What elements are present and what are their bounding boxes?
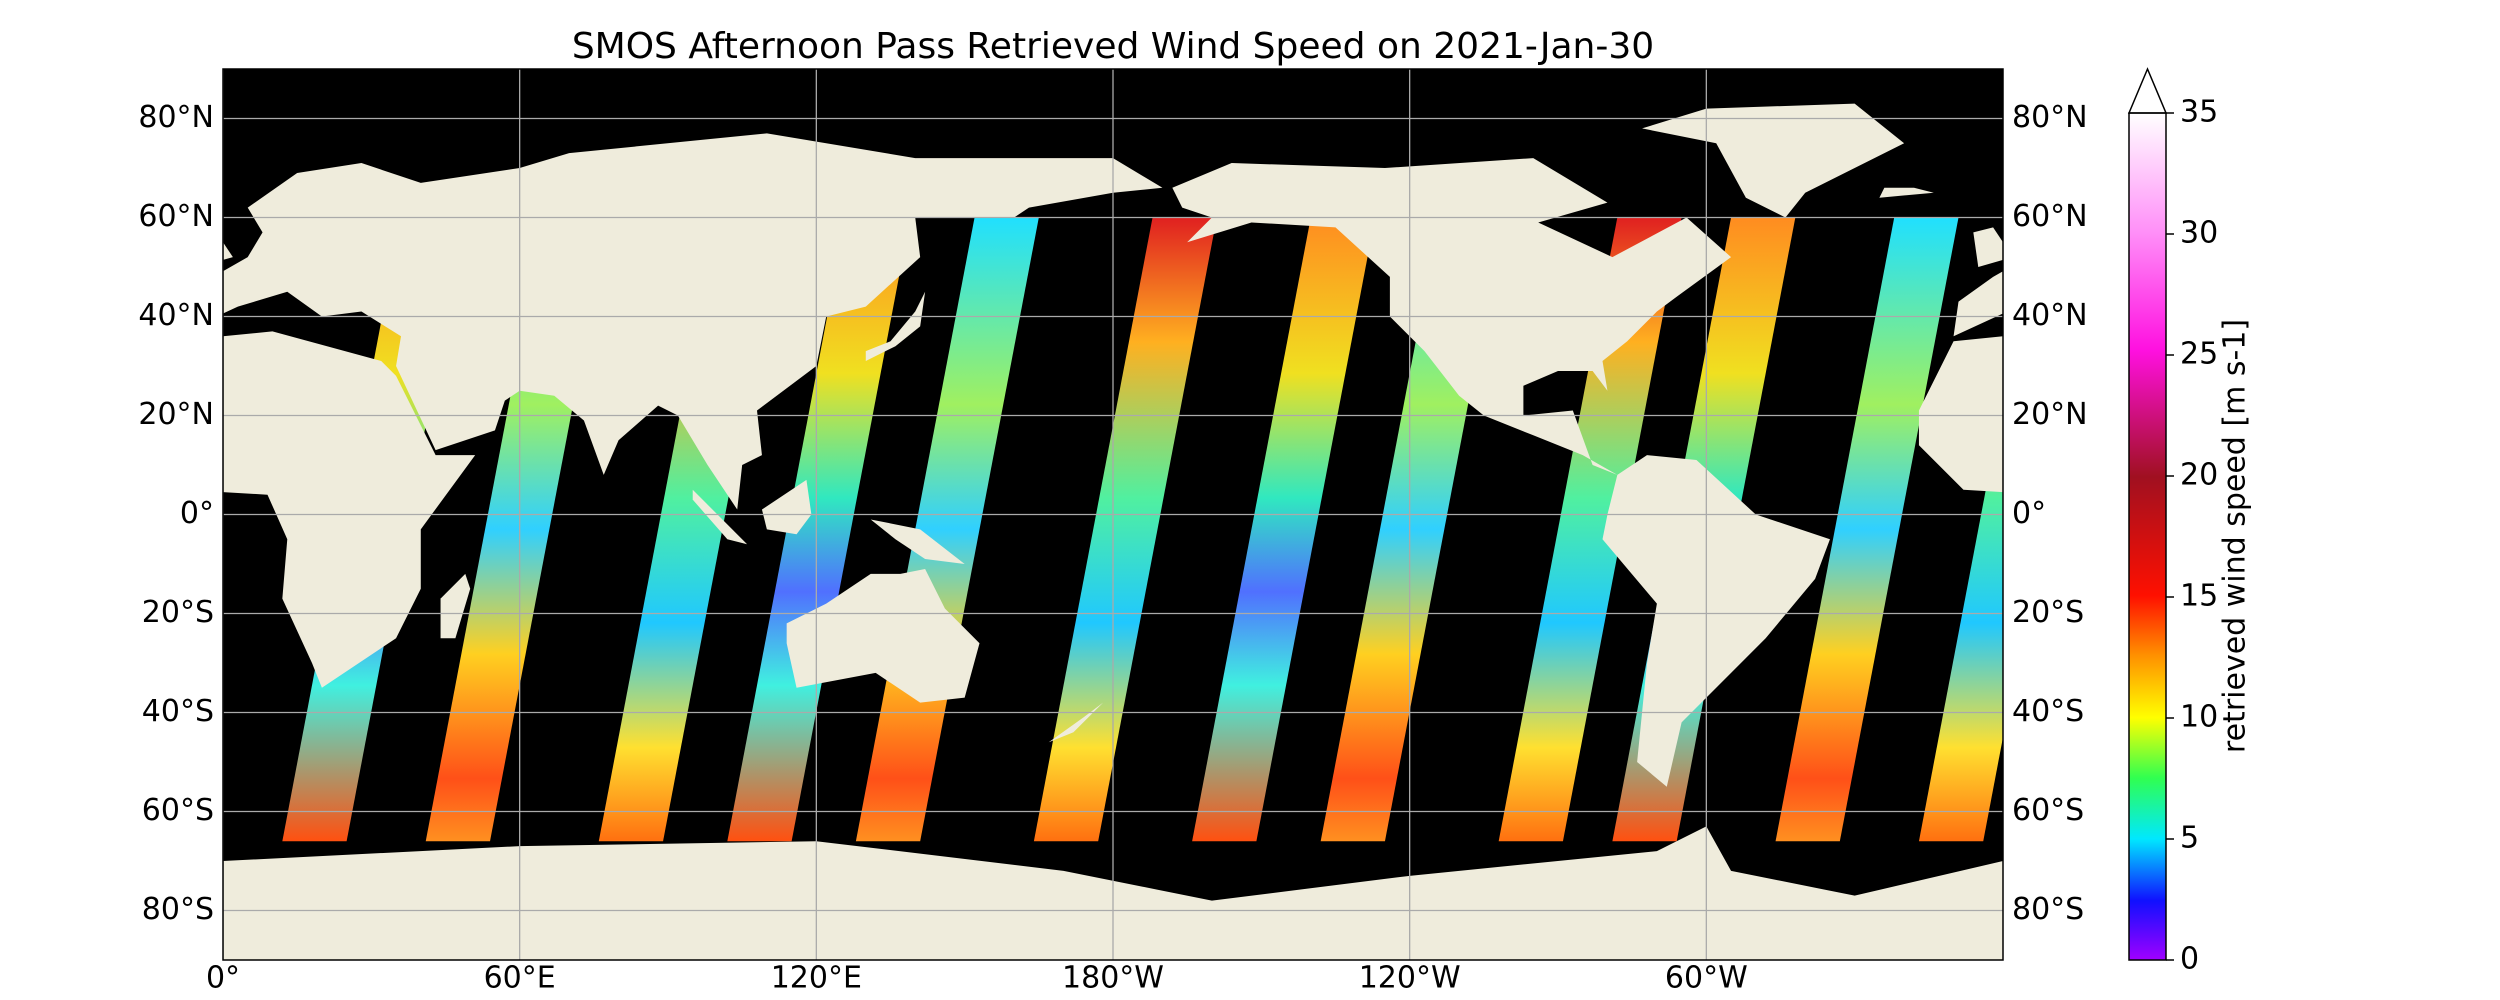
land-mass: [99, 188, 153, 198]
land-mass: [761, 479, 812, 535]
map-frame: [222, 68, 2004, 961]
y-tick-label: 80°N: [138, 100, 214, 135]
y-tick-label-right: 60°S: [2012, 793, 2084, 828]
x-tick-label: 120°E: [771, 961, 862, 996]
swath: [1775, 217, 1959, 842]
colorbar-tick-label: 35: [2180, 95, 2218, 130]
y-tick-label: 80°S: [142, 892, 214, 927]
colorbar-tick-label: 5: [2180, 821, 2199, 856]
colorbar-tick-label: 30: [2180, 216, 2218, 251]
colorbar: [2129, 113, 2166, 960]
map: [0, 69, 2500, 960]
grid: [223, 69, 2003, 960]
land-mass: [0, 104, 124, 218]
colorbar-label: retrieved wind speed [m s-1]: [2218, 319, 2253, 753]
swath: [1498, 217, 1682, 842]
y-tick-label: 40°S: [142, 694, 214, 729]
land-mass: [786, 568, 980, 703]
y-tick-label-right: 20°N: [2012, 397, 2088, 432]
colorbar-tick-label: 0: [2180, 942, 2199, 977]
land-mass: [223, 331, 476, 688]
land-mass: [1918, 336, 2003, 493]
y-tick-label: 20°N: [138, 397, 214, 432]
chart-title: SMOS Afternoon Pass Retrieved Wind Speed…: [572, 26, 1654, 67]
x-tick-label: 60°W: [1665, 961, 1748, 996]
colorbar-tick-label: 10: [2180, 700, 2218, 735]
colorbar-tick-label: 15: [2180, 579, 2218, 614]
land-mass: [1953, 271, 2003, 337]
y-tick-label-right: 0°: [2012, 496, 2046, 531]
land-mass: [692, 489, 748, 545]
y-tick-label: 60°N: [138, 199, 214, 234]
x-tick-label: 120°W: [1359, 961, 1461, 996]
y-tick-label-right: 60°N: [2012, 199, 2088, 234]
land-mass: [2473, 490, 2500, 544]
y-tick-label: 60°S: [142, 793, 214, 828]
y-tick-label-right: 20°S: [2012, 595, 2084, 630]
y-tick-label-right: 40°S: [2012, 694, 2084, 729]
land-mass: [0, 455, 50, 787]
colorbar-tick-label: 20: [2180, 458, 2218, 493]
x-tick-label: 0°: [206, 961, 240, 996]
colorbar-frame: [2128, 112, 2167, 961]
land-mass: [223, 242, 233, 260]
x-tick-label: 60°E: [484, 961, 556, 996]
swath: [1918, 399, 2003, 842]
swath: [1192, 217, 1376, 842]
y-tick-label-right: 40°N: [2012, 298, 2088, 333]
land-mass: [440, 573, 471, 639]
land-mass: [1973, 227, 2003, 267]
y-tick-label: 40°N: [138, 298, 214, 333]
y-tick-label: 20°S: [142, 595, 214, 630]
land-mass: [870, 519, 965, 564]
swath: [1033, 217, 1217, 842]
y-tick-label-right: 80°S: [2012, 892, 2084, 927]
y-tick-label: 0°: [180, 496, 214, 531]
land-mass: [865, 291, 926, 362]
land-mass: [1879, 187, 1934, 198]
colorbar-extension: [2127, 67, 2168, 114]
land-mass: [1602, 455, 1830, 787]
swath: [727, 217, 911, 842]
x-tick-label: 180°W: [1062, 961, 1164, 996]
y-tick-label-right: 80°N: [2012, 100, 2088, 135]
colorbar-tick-label: 25: [2180, 337, 2218, 372]
land-mass: [1642, 103, 1905, 218]
